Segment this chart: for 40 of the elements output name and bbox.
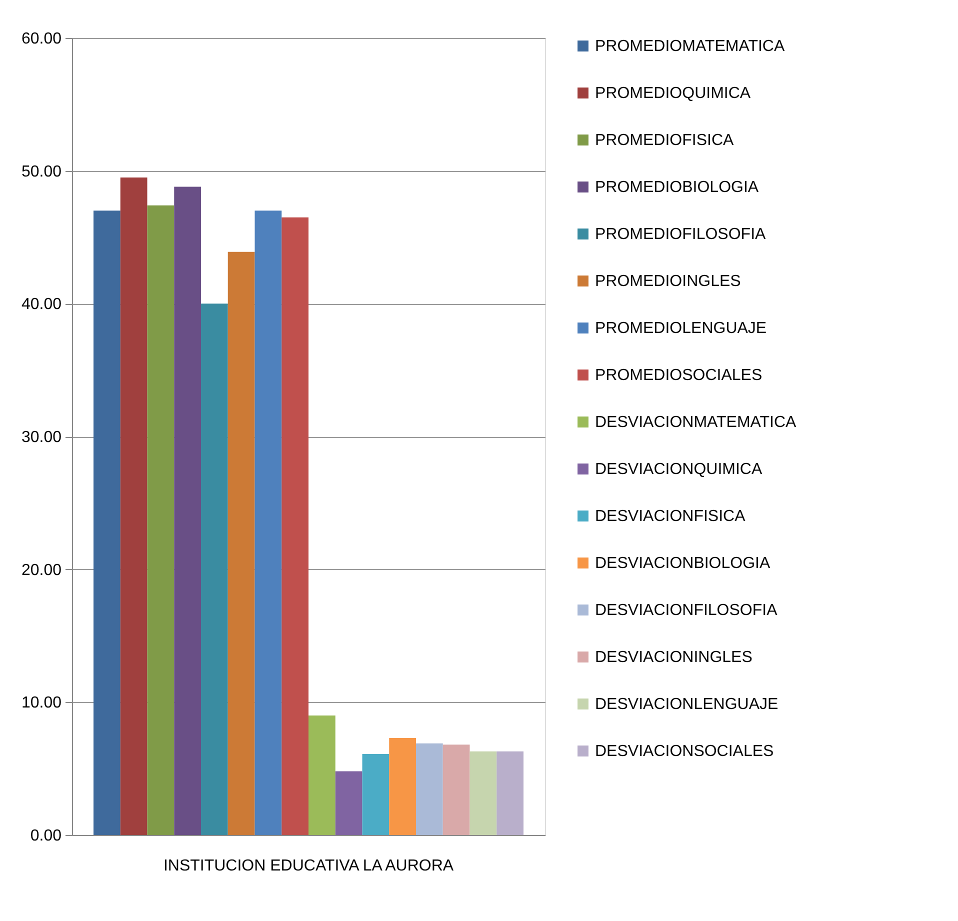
bar [120, 177, 148, 835]
bar [174, 186, 201, 835]
legend-label: DESVIACIONBIOLOGIA [595, 555, 770, 572]
legend-label: DESVIACIONINGLES [595, 649, 752, 666]
legend-label: PROMEDIOBIOLOGIA [595, 179, 759, 196]
legend-label: DESVIACIONMATEMATICA [595, 414, 797, 431]
bar [254, 210, 282, 835]
y-tick-label: 20.00 [21, 562, 62, 579]
y-tick-label: 0.00 [30, 828, 62, 844]
bar [147, 205, 174, 835]
y-tick-label: 60.00 [21, 30, 62, 48]
bar [442, 744, 470, 835]
x-tick-label: INSTITUCION EDUCATIVA LA AURORA [163, 858, 454, 874]
legend-label: DESVIACIONFISICA [595, 508, 746, 525]
legend-label: PROMEDIOQUIMICA [595, 85, 751, 102]
legend-label: PROMEDIOFISICA [595, 132, 734, 149]
bar [201, 304, 228, 835]
y-tick-label: 40.00 [21, 296, 62, 314]
bar [335, 771, 362, 835]
bar [389, 738, 416, 835]
y-tick-label: 50.00 [21, 163, 62, 180]
legend-label: DESVIACIONLENGUAJE [595, 696, 778, 713]
bar [496, 751, 524, 835]
legend-label: DESVIACIONQUIMICA [595, 461, 762, 478]
bar [94, 210, 120, 835]
legend-label: DESVIACIONSOCIALES [595, 743, 774, 760]
legend-label: PROMEDIOLENGUAJE [595, 320, 767, 337]
legend-label: PROMEDIOSOCIALES [595, 367, 762, 384]
legend-label: DESVIACIONFILOSOFIA [595, 602, 778, 619]
bar [308, 715, 336, 835]
y-tick-label: 10.00 [21, 694, 62, 712]
y-tick-label: 30.00 [21, 429, 62, 446]
bar [362, 754, 390, 835]
legend-label: PROMEDIOINGLES [595, 273, 741, 290]
bar [416, 743, 443, 835]
legend-label: PROMEDIOFILOSOFIA [595, 226, 766, 243]
bar [470, 751, 497, 835]
bar [282, 217, 308, 835]
bar [228, 252, 255, 835]
legend-label: PROMEDIOMATEMATICA [595, 38, 785, 55]
